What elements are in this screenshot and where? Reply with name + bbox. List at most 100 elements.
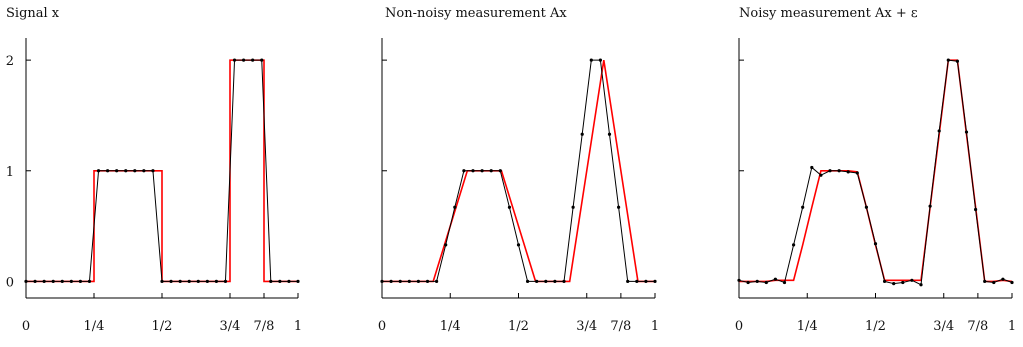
panel-1-sample-point: [251, 58, 255, 62]
panel-2-sample-point: [425, 279, 430, 284]
panel-2-title-text: Non-noisy measurement Ax: [385, 6, 567, 21]
panel-2-title: Non-noisy measurement Ax: [385, 6, 567, 21]
panel-2-sample-point: [471, 169, 475, 173]
panel-1-sample-point: [133, 169, 137, 173]
panel-2-x-tick-label: 1/4: [440, 319, 461, 334]
panel-3-sample-point: [773, 277, 777, 281]
panel-2-sample-point: [544, 279, 548, 284]
panel-1-sample-point: [33, 279, 37, 284]
panel-1-sample-point: [78, 279, 82, 284]
panel-1-sample-point: [296, 279, 300, 284]
panel-1-sample-point: [151, 169, 155, 173]
panel-1-sample-point: [223, 279, 228, 284]
panel-3-x-tick-label: 3/4: [933, 319, 954, 334]
panel-1-sample-point: [232, 58, 237, 62]
panel-1-y-tick-label: 2: [6, 54, 14, 69]
panel-1-title-text: Signal x: [6, 6, 60, 21]
panel-3-sample-point: [782, 280, 787, 285]
panel-1-sample-point: [124, 169, 128, 173]
panel-3-x-tick-label: 1: [1008, 319, 1016, 334]
panel-3-sample-point: [819, 173, 823, 177]
panel-1-sample-point: [169, 279, 173, 284]
panel-2-sample-point: [553, 279, 557, 284]
panel-3-sample-point: [810, 165, 814, 170]
panel-2-x-tick-label: 0: [378, 319, 386, 334]
panel-1-sample-point: [106, 169, 110, 173]
panel-2-sample-point: [562, 279, 566, 284]
panel-2-x-tick-label: 3/4: [576, 319, 597, 334]
panel-1-sample-point: [96, 169, 101, 173]
panel-2-sample-point: [617, 205, 621, 209]
panel-1-sample-point: [269, 279, 273, 284]
panel-2-sample-point: [480, 169, 484, 173]
panel-3-sample-point: [892, 282, 896, 286]
panel-3-sample-point: [755, 279, 759, 284]
panel-1-sample-point: [242, 58, 246, 62]
panel-3-sample-point: [746, 280, 750, 285]
panel-3-title: Noisy measurement Ax + ε: [739, 6, 918, 21]
panel-2-sample-point: [644, 279, 648, 284]
panel-3-black-line: [738, 59, 1013, 286]
panel-3-sample-point: [901, 280, 905, 285]
panel-1-sample-point: [160, 279, 164, 284]
panel-3-sample-point: [946, 58, 950, 62]
panel-3-sample-point: [910, 278, 914, 282]
panel-2-sample-point: [435, 279, 439, 284]
panel-2-sample-point: [535, 279, 539, 284]
panel-3-sample-point: [882, 279, 887, 284]
panel-1-red-line: [26, 59, 298, 283]
panel-3-sample-point: [737, 278, 741, 282]
panel-3-title-text: Noisy measurement Ax + ε: [739, 6, 918, 21]
panel-1-x-tick-label: 1/2: [152, 319, 173, 334]
panel-2-sample-point: [389, 279, 393, 284]
panel-1-sample-point: [42, 279, 46, 284]
panel-2-sample-point: [589, 58, 593, 62]
panel-1-y-tick-label: 0: [6, 275, 14, 290]
panel-2-sample-point: [407, 279, 411, 284]
panel-1-sample-point: [287, 279, 291, 284]
panel-2-sample-point: [498, 169, 502, 173]
panel-3-sample-point: [764, 280, 768, 285]
panel-3-sample-point: [1010, 280, 1014, 285]
panel-3-sample-point: [864, 205, 869, 209]
panel-3-sample-point: [855, 171, 859, 175]
panel-1-sample-point: [60, 279, 64, 284]
panel-2-sample-point: [453, 205, 457, 209]
panel-2-sample-point: [525, 279, 530, 284]
panel-2-sample-point: [507, 205, 512, 209]
panel-2-sample-point: [580, 132, 584, 136]
panel-1-sample-point: [260, 58, 264, 62]
panel-2-sample-point: [398, 279, 402, 284]
panel-2-sample-point: [571, 205, 575, 209]
panel-3-sample-point: [873, 242, 878, 246]
panel-1-sample-point: [69, 279, 73, 284]
panel-2-sample-point: [598, 58, 603, 62]
panel-2-sample-point: [607, 132, 612, 136]
panel-1-sample-point: [115, 169, 119, 173]
panel-2-sample-point: [444, 243, 448, 247]
panel-3-x-tick-label: 7/8: [967, 319, 988, 334]
panel-3-sample-point: [992, 280, 996, 285]
panel-1-x-tick-label: 0: [22, 319, 30, 334]
panel-2-x-tick-label: 7/8: [610, 319, 631, 334]
panel-3-sample-point: [837, 169, 841, 173]
panel-2-x-tick-label: 1/2: [508, 319, 529, 334]
panel-3-sample-point: [919, 283, 923, 287]
panel-3-sample-point: [792, 243, 796, 247]
panel-3-x-tick-label: 1/4: [797, 319, 818, 334]
panel-3-sample-point: [937, 129, 941, 133]
panel-1-x-tick-label: 7/8: [254, 319, 275, 334]
panel-1-x-tick-label: 3/4: [220, 319, 241, 334]
panel-2-black-line: [382, 59, 655, 282]
panel-3-x-tick-label: 1/2: [865, 319, 886, 334]
panel-2-sample-point: [462, 169, 466, 173]
panel-3-x-tick-label: 0: [735, 319, 743, 334]
panel-1-x-tick-label: 1/4: [84, 319, 105, 334]
panel-1-sample-point: [178, 279, 182, 284]
panel-2-sample-point: [626, 279, 630, 284]
panel-3-sample-point: [955, 59, 960, 63]
panel-2-sample-point: [416, 279, 420, 284]
panel-2-sample-point: [653, 279, 657, 284]
